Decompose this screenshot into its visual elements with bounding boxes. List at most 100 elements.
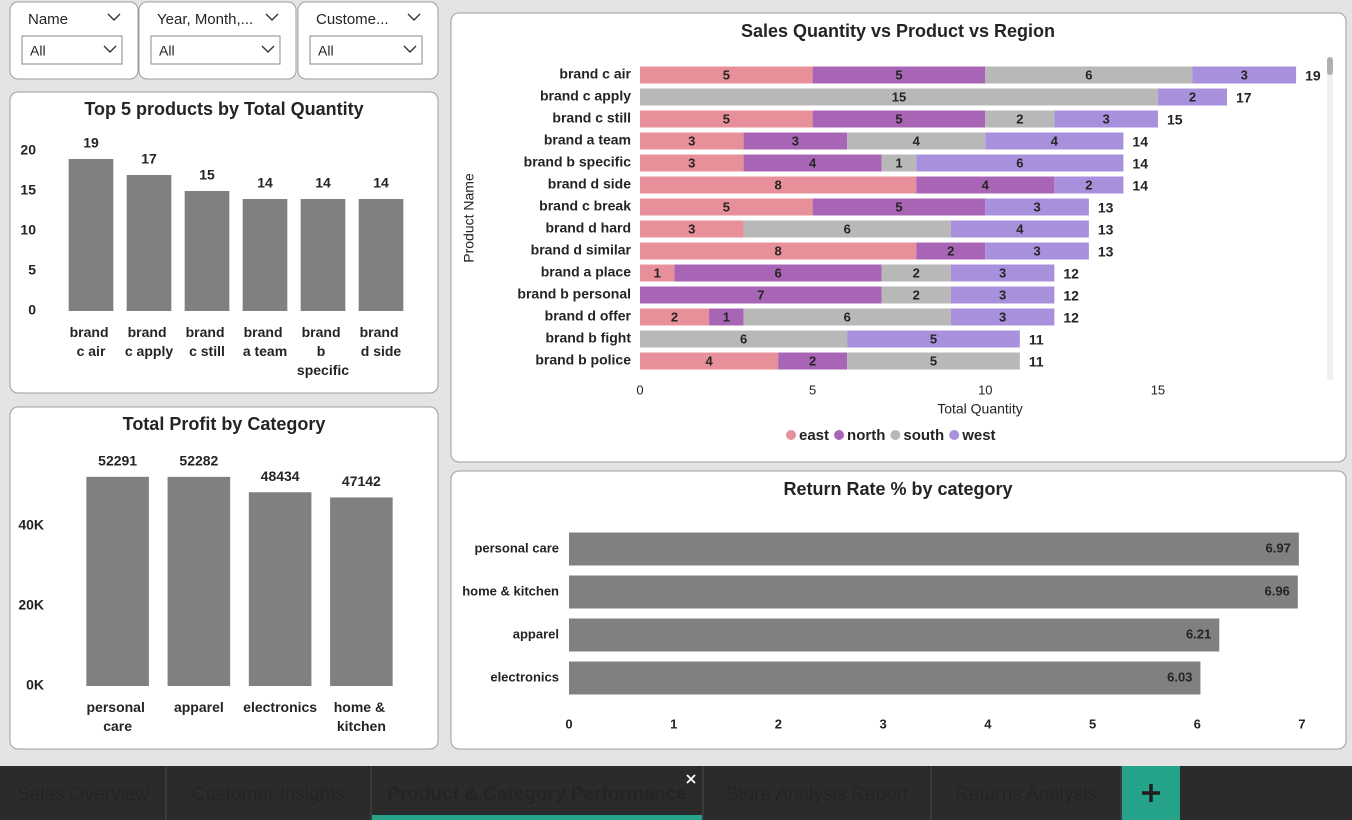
data-label: 4 [1051, 133, 1059, 148]
filter-dropdown[interactable] [21, 35, 123, 65]
tab-label[interactable]: Sales Overview [17, 784, 149, 805]
data-label: 1 [723, 309, 730, 324]
total-label: 13 [1098, 244, 1114, 260]
tab-label[interactable]: Store Analysis Report [726, 784, 909, 805]
data-label: 3 [999, 287, 1006, 302]
bar-segment[interactable] [950, 286, 1055, 304]
bar-segment[interactable] [950, 308, 1055, 326]
bar-segment[interactable] [1157, 88, 1228, 106]
scrollbar-thumb[interactable] [1327, 57, 1333, 75]
bar-segment[interactable] [1054, 176, 1124, 194]
bar-segment[interactable] [985, 132, 1124, 150]
bar[interactable] [242, 199, 288, 311]
legend-label[interactable]: west [961, 427, 995, 444]
bar[interactable] [569, 618, 1220, 652]
bar[interactable] [300, 199, 346, 311]
bar-segment[interactable] [640, 110, 813, 128]
bar-segment[interactable] [640, 198, 813, 216]
bar-segment[interactable] [985, 242, 1089, 260]
y-tick-label: brand b specific [524, 154, 632, 170]
bar-segment[interactable] [640, 352, 779, 370]
bar-segment[interactable] [743, 308, 951, 326]
bar[interactable] [248, 492, 312, 686]
bar-segment[interactable] [743, 154, 882, 172]
bar-segment[interactable] [640, 66, 813, 84]
bar[interactable] [86, 476, 149, 686]
filter-label: Year, Month,... [157, 11, 253, 28]
bar-segment[interactable] [743, 132, 848, 150]
bar-segment[interactable] [916, 176, 1055, 194]
bar-segment[interactable] [812, 198, 986, 216]
y-tick-label: brand d hard [545, 220, 631, 236]
bar-segment[interactable] [640, 154, 744, 172]
legend-label[interactable]: south [903, 427, 944, 444]
bar[interactable] [126, 175, 172, 311]
tab-label[interactable]: Returns Analysis [955, 784, 1097, 805]
bar-segment[interactable] [640, 242, 917, 260]
y-tick-label: brand c apply [540, 88, 631, 104]
data-label: 6.97 [1266, 540, 1291, 555]
tab-label[interactable]: Customer Insights [192, 784, 345, 805]
bar[interactable] [167, 476, 231, 686]
bar[interactable] [68, 159, 114, 311]
bar-segment[interactable] [640, 330, 848, 348]
legend-label[interactable]: north [847, 427, 885, 444]
bar[interactable] [184, 191, 230, 311]
bar-segment[interactable] [881, 264, 951, 282]
bar-segment[interactable] [950, 220, 1089, 238]
x-tick-label: brand a team [243, 324, 287, 359]
bar-segment[interactable] [812, 66, 986, 84]
bar-segment[interactable] [847, 132, 986, 150]
bar-segment[interactable] [640, 264, 675, 282]
bar-segment[interactable] [640, 286, 882, 304]
total-label: 14 [1132, 156, 1148, 172]
data-label: 5 [930, 353, 937, 368]
data-label: 3 [999, 309, 1006, 324]
bar-segment[interactable] [916, 242, 986, 260]
bar[interactable] [330, 497, 393, 686]
bar[interactable] [358, 199, 404, 311]
data-label: 3 [688, 133, 695, 148]
bar-segment[interactable] [778, 352, 848, 370]
y-tick-label: apparel [513, 626, 559, 641]
bar[interactable] [569, 661, 1201, 695]
data-label: 2 [1085, 177, 1092, 192]
data-label: 6 [740, 331, 747, 346]
legend-label[interactable]: east [799, 427, 829, 444]
bar-segment[interactable] [847, 330, 1020, 348]
data-label: 6.96 [1264, 583, 1289, 598]
bar-segment[interactable] [674, 264, 882, 282]
bar-segment[interactable] [950, 264, 1055, 282]
bar-segment[interactable] [1054, 110, 1158, 128]
bar-segment[interactable] [985, 110, 1055, 128]
bar-segment[interactable] [640, 220, 744, 238]
filter-dropdown[interactable] [150, 35, 281, 65]
bar-segment[interactable] [847, 352, 1020, 370]
bar-segment[interactable] [1192, 66, 1297, 84]
bar-segment[interactable] [985, 198, 1089, 216]
close-tab-icon[interactable] [686, 774, 696, 784]
data-label: 3 [1103, 111, 1110, 126]
tab-label[interactable]: Product & Category Performance [387, 784, 687, 805]
data-label: 8 [775, 177, 782, 192]
filter-dropdown[interactable] [309, 35, 423, 65]
bar-segment[interactable] [812, 110, 986, 128]
data-label: 2 [1016, 111, 1023, 126]
chevron-icon [107, 13, 121, 21]
bar-segment[interactable] [709, 308, 744, 326]
data-label: 6 [844, 309, 851, 324]
bar-segment[interactable] [640, 308, 710, 326]
bar-segment[interactable] [881, 154, 917, 172]
bar-segment[interactable] [985, 66, 1193, 84]
bar-segment[interactable] [640, 176, 917, 194]
y-tick-label: 0K [26, 677, 44, 693]
bar-segment[interactable] [640, 132, 744, 150]
bar-segment[interactable] [640, 88, 1158, 106]
bar-segment[interactable] [743, 220, 951, 238]
x-tick-label: 7 [1298, 716, 1305, 731]
bar[interactable] [569, 532, 1299, 566]
bar[interactable] [569, 575, 1298, 609]
y-tick-label: brand c still [552, 110, 631, 126]
bar-segment[interactable] [881, 286, 951, 304]
bar-segment[interactable] [916, 154, 1124, 172]
